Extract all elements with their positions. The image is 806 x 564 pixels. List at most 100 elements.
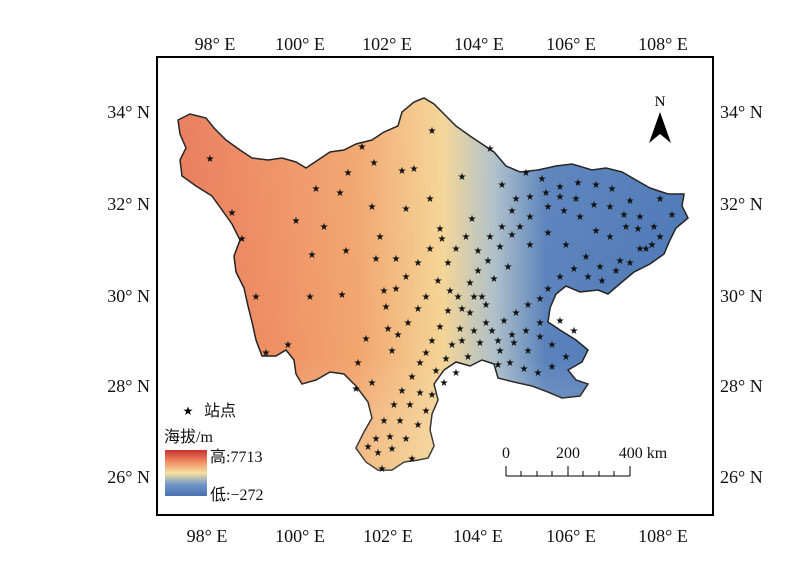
station-marker: ★ bbox=[496, 346, 505, 357]
lat-tick-left: 30° N bbox=[107, 286, 150, 306]
station-marker: ★ bbox=[466, 308, 475, 319]
station-marker: ★ bbox=[464, 352, 473, 363]
station-marker: ★ bbox=[486, 232, 495, 243]
station-marker: ★ bbox=[556, 272, 565, 283]
station-marker: ★ bbox=[524, 346, 533, 357]
station-marker: ★ bbox=[374, 448, 383, 459]
station-marker: ★ bbox=[394, 330, 403, 341]
station-marker: ★ bbox=[548, 362, 557, 373]
station-marker: ★ bbox=[482, 300, 491, 311]
station-marker: ★ bbox=[570, 326, 579, 337]
station-marker: ★ bbox=[312, 184, 321, 195]
station-marker: ★ bbox=[486, 144, 495, 155]
station-marker: ★ bbox=[448, 340, 457, 351]
station-marker: ★ bbox=[494, 360, 503, 371]
lon-tick-bottom: 98° E bbox=[187, 526, 228, 546]
legend-elevation-title: 海拔/m bbox=[164, 428, 213, 446]
station-marker: ★ bbox=[368, 202, 377, 213]
station-marker: ★ bbox=[504, 262, 513, 273]
lon-tick-bottom: 100° E bbox=[275, 526, 325, 546]
station-marker: ★ bbox=[534, 368, 543, 379]
station-marker: ★ bbox=[378, 464, 387, 475]
station-marker: ★ bbox=[656, 194, 665, 205]
lon-axis-top: 98° E 100° E 102° E 104° E 106° E 108° E bbox=[195, 34, 688, 54]
lon-tick-top: 98° E bbox=[195, 34, 236, 54]
station-marker: ★ bbox=[510, 338, 519, 349]
station-marker: ★ bbox=[380, 286, 389, 297]
station-marker: ★ bbox=[392, 284, 401, 295]
north-arrow-icon bbox=[649, 112, 671, 143]
station-marker: ★ bbox=[592, 226, 601, 237]
scale-label-0: 0 bbox=[502, 445, 510, 462]
station-marker: ★ bbox=[238, 234, 247, 245]
station-marker: ★ bbox=[444, 306, 453, 317]
station-marker: ★ bbox=[494, 336, 503, 347]
station-marker: ★ bbox=[344, 168, 353, 179]
station-marker: ★ bbox=[284, 340, 293, 351]
station-marker: ★ bbox=[612, 266, 621, 277]
station-marker: ★ bbox=[536, 318, 545, 329]
station-marker: ★ bbox=[402, 434, 411, 445]
station-marker: ★ bbox=[544, 228, 553, 239]
station-marker: ★ bbox=[536, 332, 545, 343]
scale-label-400: 400 km bbox=[619, 445, 668, 462]
station-marker: ★ bbox=[416, 388, 425, 399]
station-marker: ★ bbox=[388, 444, 397, 455]
station-marker: ★ bbox=[454, 292, 463, 303]
station-marker: ★ bbox=[428, 390, 437, 401]
station-marker: ★ bbox=[476, 338, 485, 349]
lon-tick-top: 104° E bbox=[454, 34, 504, 54]
station-marker: ★ bbox=[538, 174, 547, 185]
lat-tick-left: 26° N bbox=[107, 467, 150, 487]
station-marker: ★ bbox=[608, 184, 617, 195]
lat-tick-left: 34° N bbox=[107, 102, 150, 122]
station-marker: ★ bbox=[520, 364, 529, 375]
lat-tick-right: 28° N bbox=[720, 376, 763, 396]
station-marker: ★ bbox=[626, 196, 635, 207]
station-marker: ★ bbox=[592, 180, 601, 191]
station-marker: ★ bbox=[306, 292, 315, 303]
lon-tick-bottom: 108° E bbox=[638, 526, 688, 546]
station-marker: ★ bbox=[422, 292, 431, 303]
station-marker: ★ bbox=[436, 224, 445, 235]
lat-tick-right: 30° N bbox=[720, 286, 763, 306]
station-marker: ★ bbox=[442, 354, 451, 365]
station-marker: ★ bbox=[474, 246, 483, 257]
lon-tick-top: 106° E bbox=[546, 34, 596, 54]
station-marker: ★ bbox=[576, 212, 585, 223]
station-marker: ★ bbox=[372, 254, 381, 265]
station-marker: ★ bbox=[406, 400, 415, 411]
station-marker: ★ bbox=[556, 316, 565, 327]
lon-axis-bottom: 98° E 100° E 102° E 104° E 106° E 108° E bbox=[187, 526, 688, 546]
station-marker: ★ bbox=[336, 188, 345, 199]
station-marker: ★ bbox=[508, 206, 517, 217]
station-marker: ★ bbox=[380, 416, 389, 427]
station-marker: ★ bbox=[458, 336, 467, 347]
station-marker: ★ bbox=[496, 242, 505, 253]
station-marker: ★ bbox=[414, 304, 423, 315]
station-marker: ★ bbox=[574, 178, 583, 189]
legend-station-label: 站点 bbox=[204, 402, 236, 420]
station-marker: ★ bbox=[376, 232, 385, 243]
station-marker: ★ bbox=[526, 192, 535, 203]
station-marker: ★ bbox=[438, 234, 447, 245]
station-marker: ★ bbox=[500, 316, 509, 327]
station-marker: ★ bbox=[478, 292, 487, 303]
station-marker: ★ bbox=[436, 322, 445, 333]
station-marker: ★ bbox=[506, 358, 515, 369]
station-marker: ★ bbox=[390, 400, 399, 411]
station-marker: ★ bbox=[408, 372, 417, 383]
station-marker: ★ bbox=[596, 262, 605, 273]
station-marker: ★ bbox=[402, 272, 411, 283]
lat-axis-left: 34° N 32° N 30° N 28° N 26° N bbox=[107, 102, 150, 487]
station-marker: ★ bbox=[544, 284, 553, 295]
station-marker: ★ bbox=[522, 326, 531, 337]
station-marker: ★ bbox=[392, 254, 401, 265]
station-marker: ★ bbox=[508, 330, 517, 341]
station-marker: ★ bbox=[562, 352, 571, 363]
north-label: N bbox=[655, 94, 666, 110]
station-marker: ★ bbox=[426, 194, 435, 205]
station-marker: ★ bbox=[354, 358, 363, 369]
station-marker: ★ bbox=[656, 232, 665, 243]
station-marker: ★ bbox=[488, 326, 497, 337]
